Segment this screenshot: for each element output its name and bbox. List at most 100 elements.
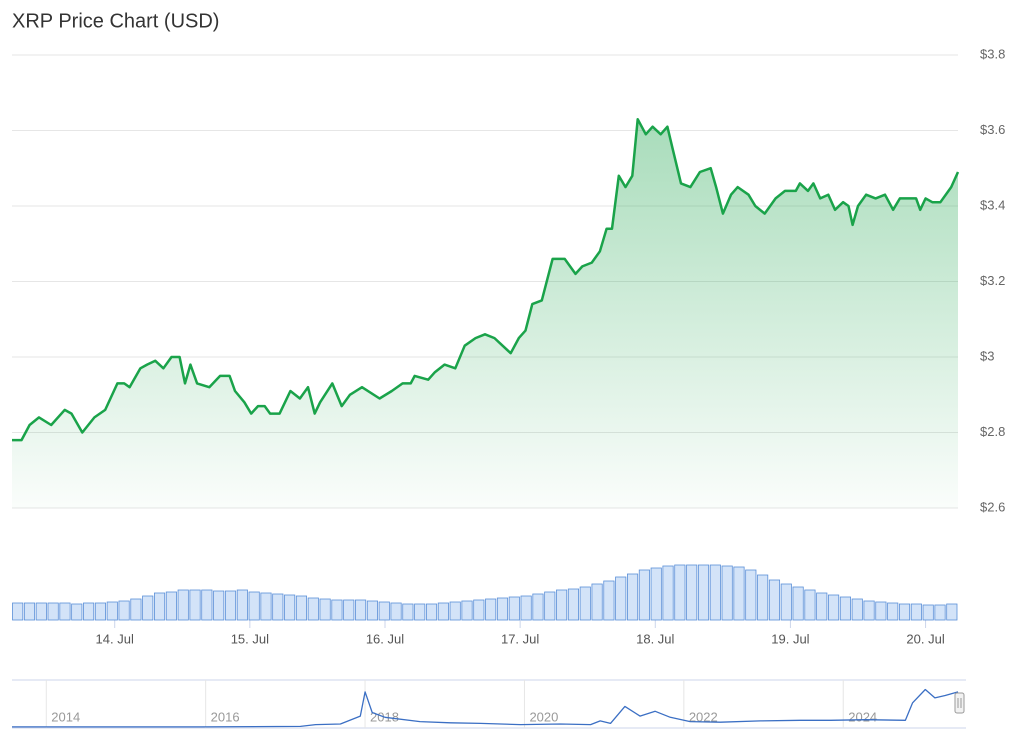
- volume-bar: [650, 567, 662, 621]
- volume-bar: [556, 589, 568, 621]
- volume-bar: [153, 592, 166, 621]
- volume-bar: [579, 586, 591, 621]
- x-tick-label: 15. Jul: [231, 631, 269, 646]
- volume-bar: [898, 603, 911, 621]
- volume-bar: [496, 597, 509, 621]
- volume-bar: [674, 564, 686, 621]
- volume-bar: [816, 592, 828, 621]
- volume-bar: [106, 601, 118, 621]
- volume-bar: [508, 596, 520, 621]
- y-tick-label: $3.6: [980, 122, 1005, 137]
- volume-bar: [768, 579, 781, 621]
- volume-bar: [485, 598, 497, 621]
- volume-bar: [863, 600, 875, 621]
- volume-bar: [201, 589, 213, 621]
- navigator-tick-label: 2014: [51, 709, 80, 724]
- volume-bar: [591, 583, 603, 621]
- volume-bar: [236, 589, 248, 621]
- plot: $2.6 $2.8 $3 $3.2 $3.4 $3.6 $3.8 14. Jul 15. Jul…: [12, 46, 1005, 728]
- navigator-tick-label: 2020: [529, 709, 558, 724]
- volume-bar: [12, 602, 24, 621]
- volume-bar: [47, 602, 59, 621]
- volume-bar: [295, 595, 308, 621]
- navigator-tick-label: 2022: [689, 709, 718, 724]
- volume-bar: [922, 604, 934, 621]
- x-tick-label: 14. Jul: [96, 631, 134, 646]
- volume-bar: [343, 599, 355, 621]
- volume-bar: [118, 600, 130, 621]
- chart-title: XRP Price Chart (USD): [12, 10, 219, 32]
- volume-bar: [745, 569, 757, 621]
- volume-bar: [307, 597, 319, 621]
- navigator-tick-label: 2016: [211, 709, 240, 724]
- x-tick-label: 19. Jul: [771, 631, 809, 646]
- volume-bar: [461, 600, 473, 621]
- volume-bar: [709, 564, 721, 621]
- volume-bar: [757, 574, 769, 621]
- x-tick-label: 17. Jul: [501, 631, 539, 646]
- price-line: [12, 688, 959, 728]
- volume-bar: [544, 591, 556, 621]
- volume-bar: [532, 593, 544, 621]
- volume-bar: [910, 603, 922, 621]
- volume-bar: [83, 602, 95, 621]
- price-line: [12, 117, 960, 442]
- y-tick-label: $2.8: [980, 424, 1005, 439]
- volume-bar: [934, 604, 946, 621]
- volume-bar: [177, 589, 189, 621]
- volume-bar: [567, 588, 580, 621]
- volume-bar: [603, 580, 615, 621]
- volume-bar: [520, 595, 532, 621]
- volume-bar: [331, 599, 343, 621]
- volume-bar: [130, 598, 142, 621]
- navigator-handle[interactable]: [954, 692, 965, 714]
- volume-bar: [425, 603, 438, 621]
- volume-bar: [780, 583, 792, 621]
- x-tick-label: 16. Jul: [366, 631, 404, 646]
- volume-bar: [390, 602, 402, 621]
- volume-bar: [875, 601, 887, 621]
- volume-bar: [615, 576, 627, 621]
- volume-bar: [35, 602, 47, 621]
- y-tick-label: $3.4: [980, 197, 1005, 212]
- volume-bar: [378, 601, 390, 621]
- volume-bar: [792, 586, 804, 621]
- volume-bar: [260, 592, 272, 621]
- volume-bar: [686, 564, 698, 621]
- volume-bar: [319, 598, 331, 621]
- volume-bar: [851, 598, 863, 621]
- volume-bar: [662, 565, 674, 621]
- volume-bar: [224, 590, 237, 621]
- volume-bar: [213, 590, 225, 621]
- volume-bar: [94, 602, 107, 621]
- y-tick-label: $3: [980, 348, 994, 363]
- volume-bar: [414, 603, 426, 621]
- volume-bar: [189, 589, 201, 621]
- volume-bar: [284, 594, 296, 621]
- volume-bar: [946, 603, 958, 621]
- volume-bar: [697, 564, 710, 621]
- price-area: [12, 119, 958, 508]
- x-tick-label: 18. Jul: [636, 631, 674, 646]
- y-tick-label: $3.2: [980, 273, 1005, 288]
- volume-bar: [627, 573, 639, 621]
- volume-bar: [59, 602, 71, 621]
- volume-bar: [437, 602, 449, 621]
- volume-bar: [887, 602, 899, 621]
- volume-bar: [449, 601, 461, 621]
- volume-bar: [828, 594, 840, 621]
- volume-bar: [71, 603, 83, 621]
- volume-bar: [248, 591, 260, 621]
- y-tick-label: $3.8: [980, 46, 1005, 61]
- volume-bar: [721, 565, 733, 621]
- volume-bar: [165, 591, 177, 621]
- volume-bar: [355, 599, 367, 621]
- volume-bar: [366, 600, 378, 621]
- x-tick-label: 20. Jul: [906, 631, 944, 646]
- volume-bar: [638, 569, 650, 621]
- volume-bar: [272, 593, 284, 621]
- volume-bar: [473, 599, 485, 621]
- volume-bar: [804, 589, 816, 621]
- navigator-tick-label: 2024: [848, 709, 877, 724]
